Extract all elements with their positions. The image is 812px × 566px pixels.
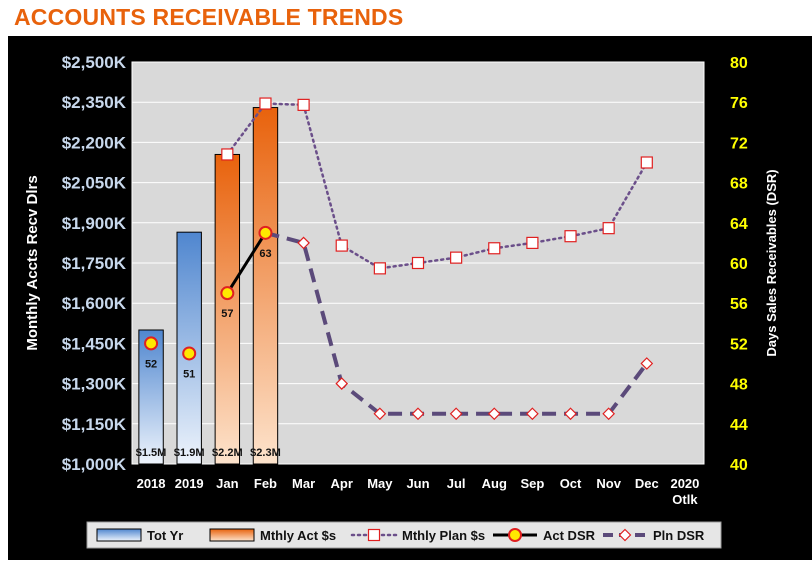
x-tick-label: Nov — [596, 476, 621, 491]
legend-box — [86, 521, 722, 549]
y2-tick-label: 44 — [730, 417, 748, 434]
dsr-value-label: 57 — [221, 308, 233, 320]
x-tick-label: Jun — [406, 476, 429, 491]
y-tick-label: $2,200K — [62, 133, 127, 152]
y-tick-label: $1,300K — [62, 375, 127, 394]
legend-marker — [618, 528, 632, 542]
data-point-pln-dsr — [564, 407, 577, 421]
y-tick-label: $1,600K — [62, 294, 127, 313]
legend-label: Mthly Plan $s — [402, 528, 485, 543]
y-tick-label: $1,750K — [62, 254, 127, 273]
data-point-pln-dsr — [602, 407, 616, 421]
x-tick-label: Feb — [254, 476, 277, 491]
data-point-act-dsr — [182, 346, 197, 361]
bar-value-label: $1.5M — [136, 447, 167, 459]
data-point-pln-dsr — [335, 377, 349, 390]
y2-tick-label: 48 — [730, 377, 748, 394]
x-tick-label: Otlk — [672, 492, 698, 507]
x-tick-label: 2020 — [670, 476, 699, 491]
legend-label: Mthly Act $s — [260, 528, 336, 543]
data-point-mthly-plan — [259, 97, 272, 110]
legend-label: Act DSR — [543, 528, 596, 543]
dsr-value-label: 52 — [145, 358, 157, 370]
legend-swatch — [96, 528, 142, 542]
data-point-pln-dsr — [449, 407, 463, 421]
data-point-act-dsr — [258, 225, 273, 240]
bar — [214, 153, 241, 465]
data-point-act-dsr — [220, 286, 235, 301]
data-point-act-dsr — [144, 336, 159, 351]
x-tick-label: Oct — [560, 476, 582, 491]
y2-tick-label: 40 — [730, 457, 748, 474]
bar-value-label: $2.3M — [250, 447, 281, 459]
y2-tick-label: 56 — [730, 296, 748, 313]
y2-tick-label: 72 — [730, 135, 748, 152]
data-point-mthly-plan — [373, 262, 386, 275]
page-title: ACCOUNTS RECEIVABLE TRENDS — [14, 4, 404, 30]
y2-tick-label: 68 — [730, 176, 748, 193]
data-point-pln-dsr — [526, 407, 539, 421]
data-point-mthly-plan — [564, 230, 577, 243]
x-tick-label: Mar — [292, 476, 315, 491]
data-point-mthly-plan — [221, 148, 234, 161]
y-tick-label: $1,450K — [62, 334, 127, 353]
x-tick-label: 2018 — [137, 476, 166, 491]
data-point-mthly-plan — [297, 98, 310, 111]
y-tick-label: $2,500K — [62, 53, 127, 72]
y2-tick-label: 76 — [730, 95, 748, 112]
y2-tick-label: 60 — [730, 256, 748, 273]
y-tick-label: $1,000K — [62, 455, 127, 474]
x-tick-label: Dec — [635, 476, 659, 491]
bar — [252, 107, 279, 465]
data-point-pln-dsr — [297, 236, 310, 250]
data-point-pln-dsr — [373, 407, 387, 421]
y-tick-label: $2,350K — [62, 93, 127, 112]
bar-value-label: $1.9M — [174, 447, 205, 459]
x-tick-label: Jan — [216, 476, 238, 491]
legend-marker — [367, 528, 381, 542]
series-line-mthly-plan — [226, 102, 649, 270]
data-point-pln-dsr — [411, 407, 425, 421]
data-point-mthly-plan — [526, 236, 539, 249]
y-tick-label: $1,150K — [62, 415, 127, 434]
y-tick-label: $2,050K — [62, 174, 127, 193]
legend-marker — [508, 528, 522, 542]
legend-label: Pln DSR — [653, 528, 705, 543]
x-tick-label: Apr — [331, 476, 353, 491]
data-point-mthly-plan — [335, 239, 348, 252]
y2-tick-label: 64 — [730, 216, 748, 233]
data-point-mthly-plan — [488, 242, 501, 255]
y2-tick-label: 80 — [730, 55, 748, 72]
data-point-mthly-plan — [640, 156, 653, 169]
x-tick-label: May — [367, 476, 393, 491]
x-tick-label: Sep — [520, 476, 544, 491]
x-tick-label: Jul — [447, 476, 466, 491]
data-point-pln-dsr — [640, 357, 654, 370]
y-axis-title: Monthly Accts Recv Dlrs — [24, 175, 41, 350]
bar — [138, 329, 164, 465]
dsr-value-label: 51 — [183, 368, 195, 380]
y-tick-label: $1,900K — [62, 214, 127, 233]
legend-swatch — [209, 528, 255, 542]
data-point-mthly-plan — [450, 251, 463, 264]
dsr-value-label: 63 — [259, 248, 271, 260]
legend-label: Tot Yr — [147, 528, 183, 543]
data-point-mthly-plan — [411, 256, 425, 270]
y2-tick-label: 52 — [730, 336, 748, 353]
x-tick-label: Aug — [482, 476, 507, 491]
data-point-mthly-plan — [602, 222, 615, 235]
bar-value-label: $2.2M — [212, 447, 243, 459]
series-line-act-dsr — [226, 232, 267, 294]
data-point-pln-dsr — [487, 407, 501, 421]
x-tick-label: 2019 — [175, 476, 204, 491]
y2-axis-title: Days Sales Receivables (DSR) — [764, 169, 779, 356]
